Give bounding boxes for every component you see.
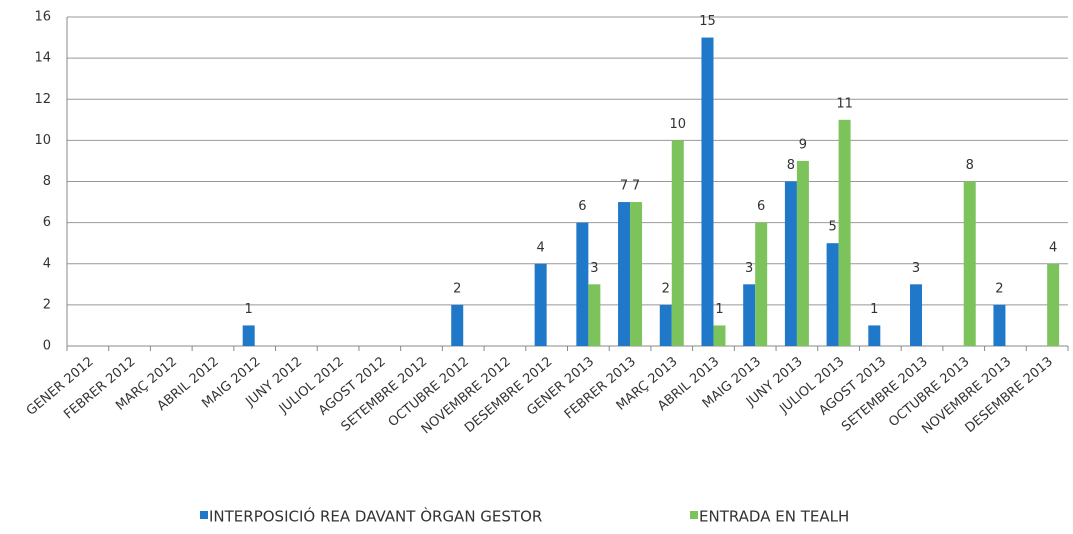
y-tick-label: 0 [43, 339, 51, 354]
data-label: 1 [870, 302, 878, 317]
data-label: 2 [995, 281, 1003, 296]
data-label: 9 [799, 137, 807, 152]
x-tick-label: FEBRER 2013 [562, 354, 639, 422]
bar [618, 202, 631, 346]
legend-label: INTERPOSICIÓ REA DAVANT ÒRGAN GESTOR [209, 507, 542, 526]
data-label: 15 [699, 14, 716, 29]
bar [534, 263, 547, 346]
data-label: 6 [578, 199, 586, 214]
bar [826, 243, 839, 346]
data-label: 4 [537, 240, 545, 255]
data-label: 3 [745, 261, 753, 276]
bar [784, 181, 797, 346]
data-label: 8 [966, 158, 974, 173]
bar [451, 304, 464, 346]
bar [659, 304, 672, 346]
data-label: 5 [828, 220, 836, 235]
data-label: 3 [912, 261, 920, 276]
bar [868, 325, 881, 346]
bar [910, 284, 923, 346]
bar [671, 140, 684, 346]
bar [713, 325, 726, 346]
data-label: 8 [787, 158, 795, 173]
y-tick-label: 16 [34, 10, 51, 25]
y-tick-label: 6 [43, 215, 51, 230]
bar [630, 202, 643, 346]
bar [838, 119, 851, 346]
data-label: 2 [662, 281, 670, 296]
bar [743, 284, 756, 346]
data-label: 10 [669, 117, 686, 132]
bar [963, 181, 976, 346]
data-label: 4 [1049, 240, 1057, 255]
bar [242, 325, 255, 346]
bar [993, 304, 1006, 346]
legend-label: ENTRADA EN TEALH [699, 508, 849, 526]
data-label: 2 [453, 281, 461, 296]
legend-swatch [690, 511, 698, 519]
bar [796, 160, 809, 346]
legend-swatch [200, 511, 208, 519]
y-tick-label: 8 [43, 174, 51, 189]
bar [1047, 263, 1060, 346]
y-tick-label: 14 [34, 51, 51, 66]
data-label: 1 [245, 302, 253, 317]
data-label: 7 [620, 179, 628, 194]
y-tick-label: 2 [43, 297, 51, 312]
y-tick-label: 4 [43, 256, 51, 271]
x-tick-label: FEBRER 2012 [61, 354, 138, 422]
bar [588, 284, 601, 346]
y-tick-label: 10 [34, 133, 51, 148]
data-label: 3 [590, 261, 598, 276]
bar [755, 222, 768, 346]
y-tick-label: 12 [34, 92, 51, 107]
data-label: 1 [715, 302, 723, 317]
data-label: 6 [757, 199, 765, 214]
bar [701, 37, 714, 346]
bar [576, 222, 589, 346]
data-label: 11 [836, 96, 853, 111]
data-label: 7 [632, 179, 640, 194]
